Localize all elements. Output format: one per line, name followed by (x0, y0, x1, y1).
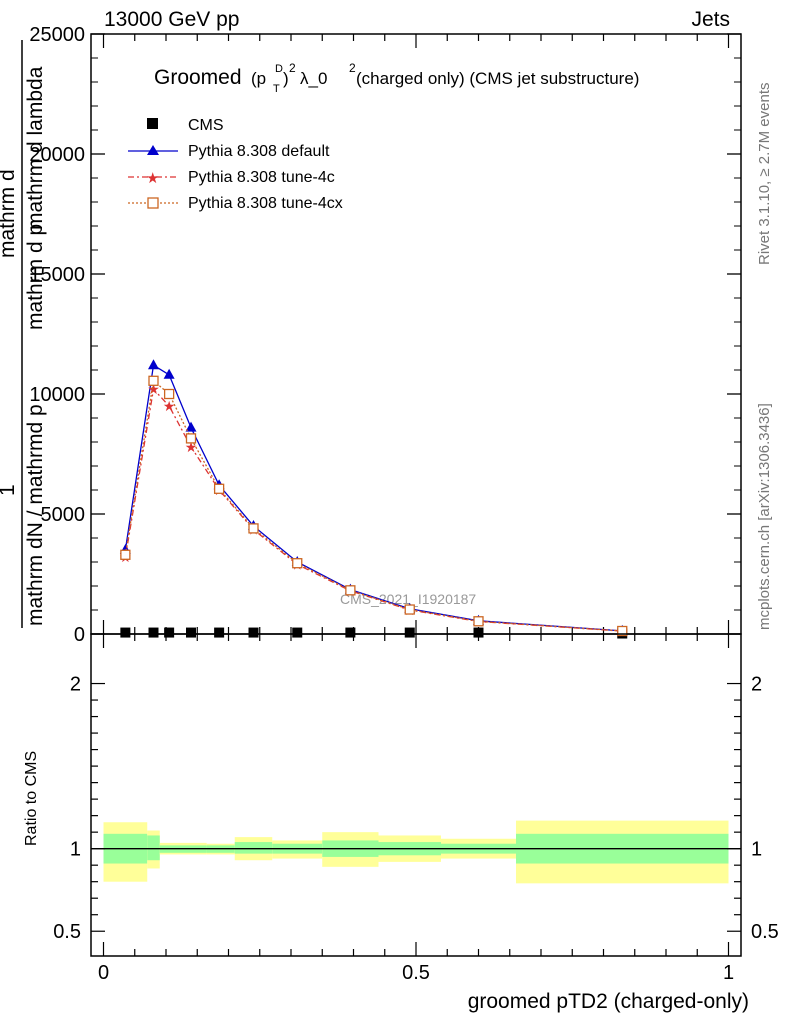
legend-tune4cx-label: Pythia 8.308 tune-4cx (188, 195, 343, 212)
legend-tune4c-marker: ★ (146, 170, 159, 187)
ratio-inner-band (147, 835, 160, 861)
legend-cms-marker (147, 118, 158, 129)
cms-data-point (248, 627, 259, 638)
default-data-point (148, 359, 159, 370)
title-lambda-sup: 2 (349, 61, 356, 75)
legend-tune4cx-marker (147, 197, 159, 209)
ylabel-lower-denominator: mathrm dN / mathrmd p (24, 404, 47, 626)
tune4cx-data-point (345, 585, 356, 596)
ylabel-denominator: mathrm d p (24, 224, 47, 330)
legend-tune4c-label: Pythia 8.308 tune-4c (188, 169, 335, 186)
energy-label: 13000 GeV pp (104, 8, 240, 31)
tune4cx-data-point (213, 483, 225, 494)
tune4cx-data-point (120, 549, 131, 560)
tune4cx-data-point (163, 388, 175, 400)
tune4cx-data-point (148, 375, 159, 386)
ylabel-top: mathrm d (0, 169, 19, 258)
main-y-tick-label: 5000 (41, 504, 86, 526)
title-square: 2 (289, 61, 296, 75)
default-data-point (163, 368, 175, 379)
main-y-tick-label: 25000 (29, 24, 85, 46)
legend-default-label: Pythia 8.308 default (188, 143, 330, 160)
tune4c-data-point: ★ (163, 398, 176, 414)
x-axis-label: groomed pTD2 (charged-only) (468, 990, 749, 1013)
title-main: Groomed (154, 66, 242, 89)
main-y-tick-label: 15000 (29, 264, 85, 286)
chart-title: Groomed (p D T ) 2 λ_0 2 (charged only) … (154, 61, 639, 95)
main-series-group: ★★★★★★★★★★★ (119, 359, 629, 639)
title-pt-sup: D (275, 63, 283, 75)
ratio-inner-band (234, 842, 273, 854)
analysis-watermark: CMS_2021_I1920187 (340, 591, 476, 607)
ratio-ticks: 0 0.5 1 0.5 0.5 1 1 2 2 (53, 634, 779, 984)
ratio-x-tick-label: 0.5 (402, 962, 430, 984)
legend-default-marker (147, 145, 159, 155)
ylabel-denominator-tail: mathrm d lambda (24, 66, 47, 230)
ratio-y-tick-label-right: 0.5 (751, 921, 779, 943)
cms-data-point (120, 627, 131, 638)
cms-data-point (214, 627, 225, 638)
tune4cx-data-point (617, 625, 628, 637)
cms-data-point (404, 627, 415, 638)
legend-cms-label: CMS (188, 117, 224, 134)
title-lambda: λ_0 (300, 69, 327, 88)
cms-data-point (292, 627, 303, 638)
ratio-y-tick-label: 1 (70, 839, 81, 861)
cms-data-point (164, 627, 175, 638)
ratio-ylabel: Ratio to CMS (23, 751, 40, 846)
ratio-y-tick-label-right: 2 (751, 674, 762, 696)
ratio-bands (103, 820, 729, 884)
ratio-y-tick-label: 0.5 (53, 921, 81, 943)
main-ylabel: mathrm d mathrm d p mathrm d lambda 1 ma… (0, 40, 47, 628)
ratio-x-tick-label: 1 (723, 962, 734, 984)
ylabel-lower-numerator: 1 (0, 484, 19, 496)
ratio-plot-frame (90, 633, 742, 957)
tune4cx-data-point (404, 604, 415, 615)
title-pt-paren: (p (251, 69, 266, 88)
legend: CMS Pythia 8.308 default ★ Pythia 8.308 … (128, 117, 343, 212)
title-pt-sub: T (273, 83, 280, 95)
main-y-tick-label: 10000 (29, 384, 85, 406)
cms-data-point (186, 627, 196, 638)
main-y-ticks: 0 5000 10000 15000 20000 25000 (29, 24, 741, 646)
default-data-point (185, 421, 197, 432)
series-line-star (124, 387, 623, 632)
category-label: Jets (691, 8, 730, 31)
tune4cx-data-point (292, 558, 303, 569)
tune4cx-data-point (185, 433, 197, 444)
ratio-y-tick-label-right: 1 (751, 839, 762, 861)
title-pt-close: ) (283, 69, 289, 88)
main-y-tick-label: 0 (74, 624, 85, 646)
tune4cx-data-point (248, 523, 259, 534)
tune4cx-data-point (473, 616, 484, 627)
ratio-y-tick-label: 2 (70, 674, 81, 696)
cms-data-point (345, 627, 356, 638)
cms-data-point (148, 627, 159, 638)
main-y-tick-label: 20000 (29, 144, 85, 166)
title-end: (charged only) (CMS jet substructure) (356, 69, 639, 88)
cms-data-point (473, 627, 484, 638)
ratio-x-tick-label: 0 (98, 962, 109, 984)
